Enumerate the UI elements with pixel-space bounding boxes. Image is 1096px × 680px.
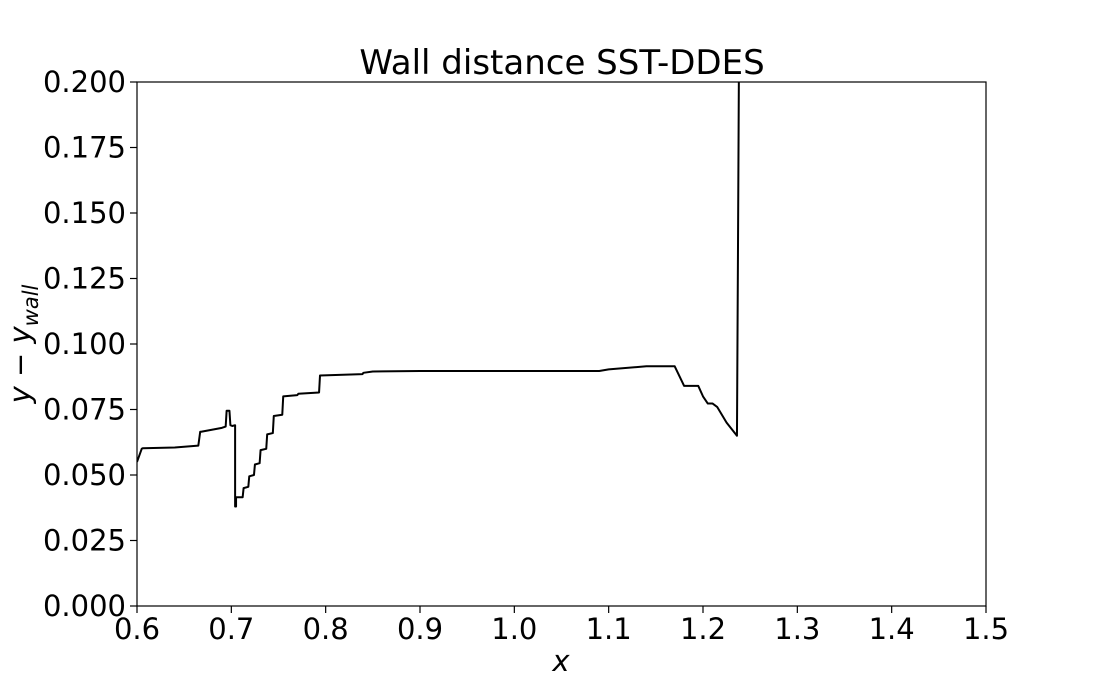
y-axis: 0.000 0.025 0.050 0.075 0.100 0.125 0.150 0.175… [43, 65, 137, 623]
y-tick-label: 0.050 [43, 458, 126, 492]
x-axis: 0.6 0.7 0.8 0.9 1.0 1.1 1.2 1.3 1.4 1.5 [114, 606, 1009, 646]
plot-area [137, 82, 740, 508]
y-tick-label: 0.000 [43, 589, 126, 623]
x-tick-label: 1.5 [963, 612, 1009, 646]
y-tick-label: 0.075 [43, 393, 126, 427]
y-axis-label-subscript: wall [19, 284, 43, 326]
x-tick-label: 0.8 [303, 612, 349, 646]
x-tick-label: 0.7 [208, 612, 254, 646]
x-tick-label: 1.0 [491, 612, 537, 646]
x-tick-label: 1.3 [774, 612, 820, 646]
x-tick-label: 1.4 [869, 612, 915, 646]
y-tick-label: 0.100 [43, 327, 126, 361]
y-axis-label: y − ywall [3, 284, 43, 404]
y-tick-label: 0.200 [43, 65, 126, 99]
series-line-0 [137, 82, 740, 508]
x-tick-label: 0.6 [114, 612, 160, 646]
y-tick-label: 0.125 [43, 262, 126, 296]
x-tick-label: 0.9 [397, 612, 443, 646]
x-axis-label: x [551, 644, 570, 678]
x-tick-label: 1.2 [680, 612, 726, 646]
y-tick-label: 0.150 [43, 196, 126, 230]
plot-frame [136, 81, 987, 607]
y-tick-label: 0.025 [43, 524, 126, 558]
y-tick-label: 0.175 [43, 131, 126, 165]
x-tick-label: 1.1 [586, 612, 632, 646]
y-axis-label-main: y − y [3, 325, 37, 404]
chart-title: Wall distance SST-DDES [359, 43, 764, 83]
